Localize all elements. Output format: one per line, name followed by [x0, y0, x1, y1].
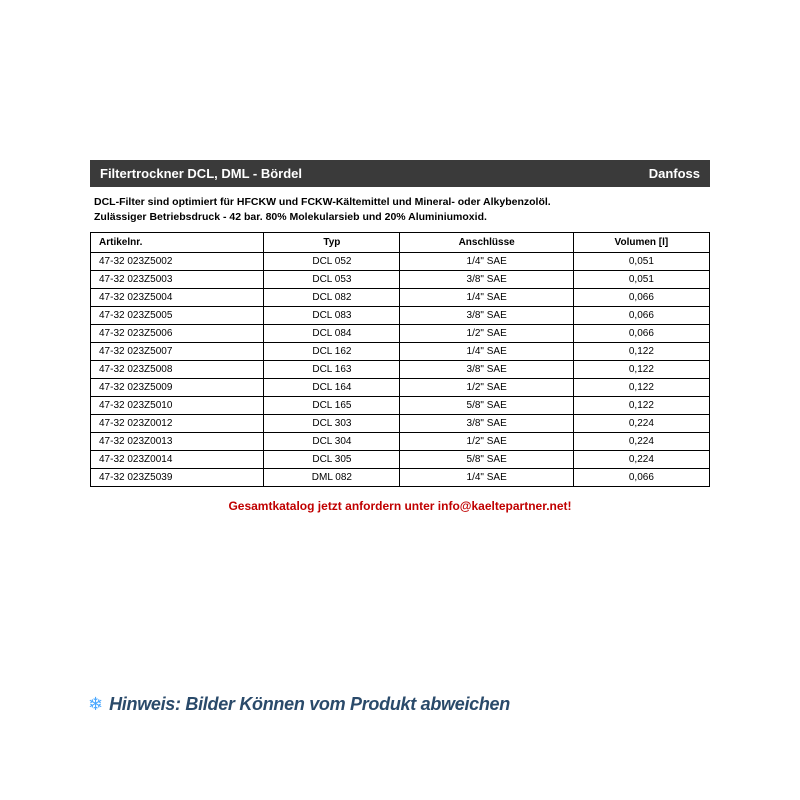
table-cell: 47-32 023Z5010: [91, 397, 264, 415]
table-cell: 3/8" SAE: [400, 271, 573, 289]
table-row: 47-32 023Z5039DML 0821/4" SAE0,066: [91, 469, 710, 487]
table-cell: 1/2" SAE: [400, 325, 573, 343]
catalog-content: Filtertrockner DCL, DML - Bördel Danfoss…: [90, 160, 710, 513]
table-cell: 5/8" SAE: [400, 451, 573, 469]
table-row: 47-32 023Z5006DCL 0841/2" SAE0,066: [91, 325, 710, 343]
table-cell: 3/8" SAE: [400, 361, 573, 379]
table-row: 47-32 023Z5004DCL 0821/4" SAE0,066: [91, 289, 710, 307]
table-cell: DCL 163: [264, 361, 400, 379]
header-title: Filtertrockner DCL, DML - Bördel: [100, 166, 302, 181]
table-cell: DCL 053: [264, 271, 400, 289]
table-cell: 1/4" SAE: [400, 469, 573, 487]
col-header-typ: Typ: [264, 233, 400, 253]
catalog-request-note: Gesamtkatalog jetzt anfordern unter info…: [90, 499, 710, 513]
table-cell: DML 082: [264, 469, 400, 487]
table-cell: 47-32 023Z5007: [91, 343, 264, 361]
disclaimer-text: Hinweis: Bilder Können vom Produkt abwei…: [109, 694, 510, 715]
table-cell: 47-32 023Z5009: [91, 379, 264, 397]
table-cell: 47-32 023Z0013: [91, 433, 264, 451]
table-cell: 0,122: [573, 379, 709, 397]
table-cell: DCL 162: [264, 343, 400, 361]
table-header-row: Artikelnr. Typ Anschlüsse Volumen [l]: [91, 233, 710, 253]
table-cell: 3/8" SAE: [400, 415, 573, 433]
product-description: DCL-Filter sind optimiert für HFCKW und …: [90, 187, 710, 232]
table-cell: 3/8" SAE: [400, 307, 573, 325]
table-cell: 0,066: [573, 469, 709, 487]
table-row: 47-32 023Z5005DCL 0833/8" SAE0,066: [91, 307, 710, 325]
table-cell: 0,051: [573, 271, 709, 289]
image-disclaimer: ❄ Hinweis: Bilder Können vom Produkt abw…: [88, 694, 510, 715]
table-row: 47-32 023Z5002DCL 0521/4" SAE0,051: [91, 253, 710, 271]
col-header-anschluesse: Anschlüsse: [400, 233, 573, 253]
description-line2: Zulässiger Betriebsdruck - 42 bar. 80% M…: [94, 210, 710, 225]
table-cell: DCL 084: [264, 325, 400, 343]
product-table: Artikelnr. Typ Anschlüsse Volumen [l] 47…: [90, 232, 710, 487]
table-cell: 47-32 023Z5002: [91, 253, 264, 271]
table-row: 47-32 023Z5009DCL 1641/2" SAE0,122: [91, 379, 710, 397]
table-cell: DCL 164: [264, 379, 400, 397]
table-row: 47-32 023Z5008DCL 1633/8" SAE0,122: [91, 361, 710, 379]
table-cell: 47-32 023Z5003: [91, 271, 264, 289]
table-cell: 0,224: [573, 415, 709, 433]
table-cell: DCL 304: [264, 433, 400, 451]
table-cell: 0,224: [573, 433, 709, 451]
table-cell: 0,066: [573, 325, 709, 343]
table-cell: 47-32 023Z0014: [91, 451, 264, 469]
table-row: 47-32 023Z5010DCL 1655/8" SAE0,122: [91, 397, 710, 415]
table-cell: 47-32 023Z5039: [91, 469, 264, 487]
table-cell: 0,122: [573, 397, 709, 415]
table-cell: 0,066: [573, 307, 709, 325]
col-header-artikelnr: Artikelnr.: [91, 233, 264, 253]
table-cell: 47-32 023Z0012: [91, 415, 264, 433]
table-cell: DCL 083: [264, 307, 400, 325]
table-row: 47-32 023Z5007DCL 1621/4" SAE0,122: [91, 343, 710, 361]
table-cell: 1/4" SAE: [400, 343, 573, 361]
table-cell: 47-32 023Z5004: [91, 289, 264, 307]
table-cell: 1/4" SAE: [400, 289, 573, 307]
table-cell: DCL 052: [264, 253, 400, 271]
table-cell: 1/2" SAE: [400, 433, 573, 451]
table-cell: 0,224: [573, 451, 709, 469]
table-row: 47-32 023Z0012DCL 3033/8" SAE0,224: [91, 415, 710, 433]
table-cell: 1/2" SAE: [400, 379, 573, 397]
table-cell: 0,066: [573, 289, 709, 307]
table-cell: DCL 165: [264, 397, 400, 415]
table-cell: DCL 082: [264, 289, 400, 307]
table-cell: 47-32 023Z5005: [91, 307, 264, 325]
table-row: 47-32 023Z0014DCL 3055/8" SAE0,224: [91, 451, 710, 469]
table-cell: 1/4" SAE: [400, 253, 573, 271]
table-cell: DCL 305: [264, 451, 400, 469]
table-row: 47-32 023Z0013DCL 3041/2" SAE0,224: [91, 433, 710, 451]
table-cell: 0,122: [573, 343, 709, 361]
header-bar: Filtertrockner DCL, DML - Bördel Danfoss: [90, 160, 710, 187]
table-row: 47-32 023Z5003DCL 0533/8" SAE0,051: [91, 271, 710, 289]
header-brand: Danfoss: [649, 166, 700, 181]
table-cell: 0,122: [573, 361, 709, 379]
description-line1: DCL-Filter sind optimiert für HFCKW und …: [94, 195, 710, 210]
table-cell: 0,051: [573, 253, 709, 271]
table-cell: 47-32 023Z5006: [91, 325, 264, 343]
col-header-volumen: Volumen [l]: [573, 233, 709, 253]
table-cell: 5/8" SAE: [400, 397, 573, 415]
table-cell: DCL 303: [264, 415, 400, 433]
table-cell: 47-32 023Z5008: [91, 361, 264, 379]
snowflake-icon: ❄: [88, 694, 103, 715]
